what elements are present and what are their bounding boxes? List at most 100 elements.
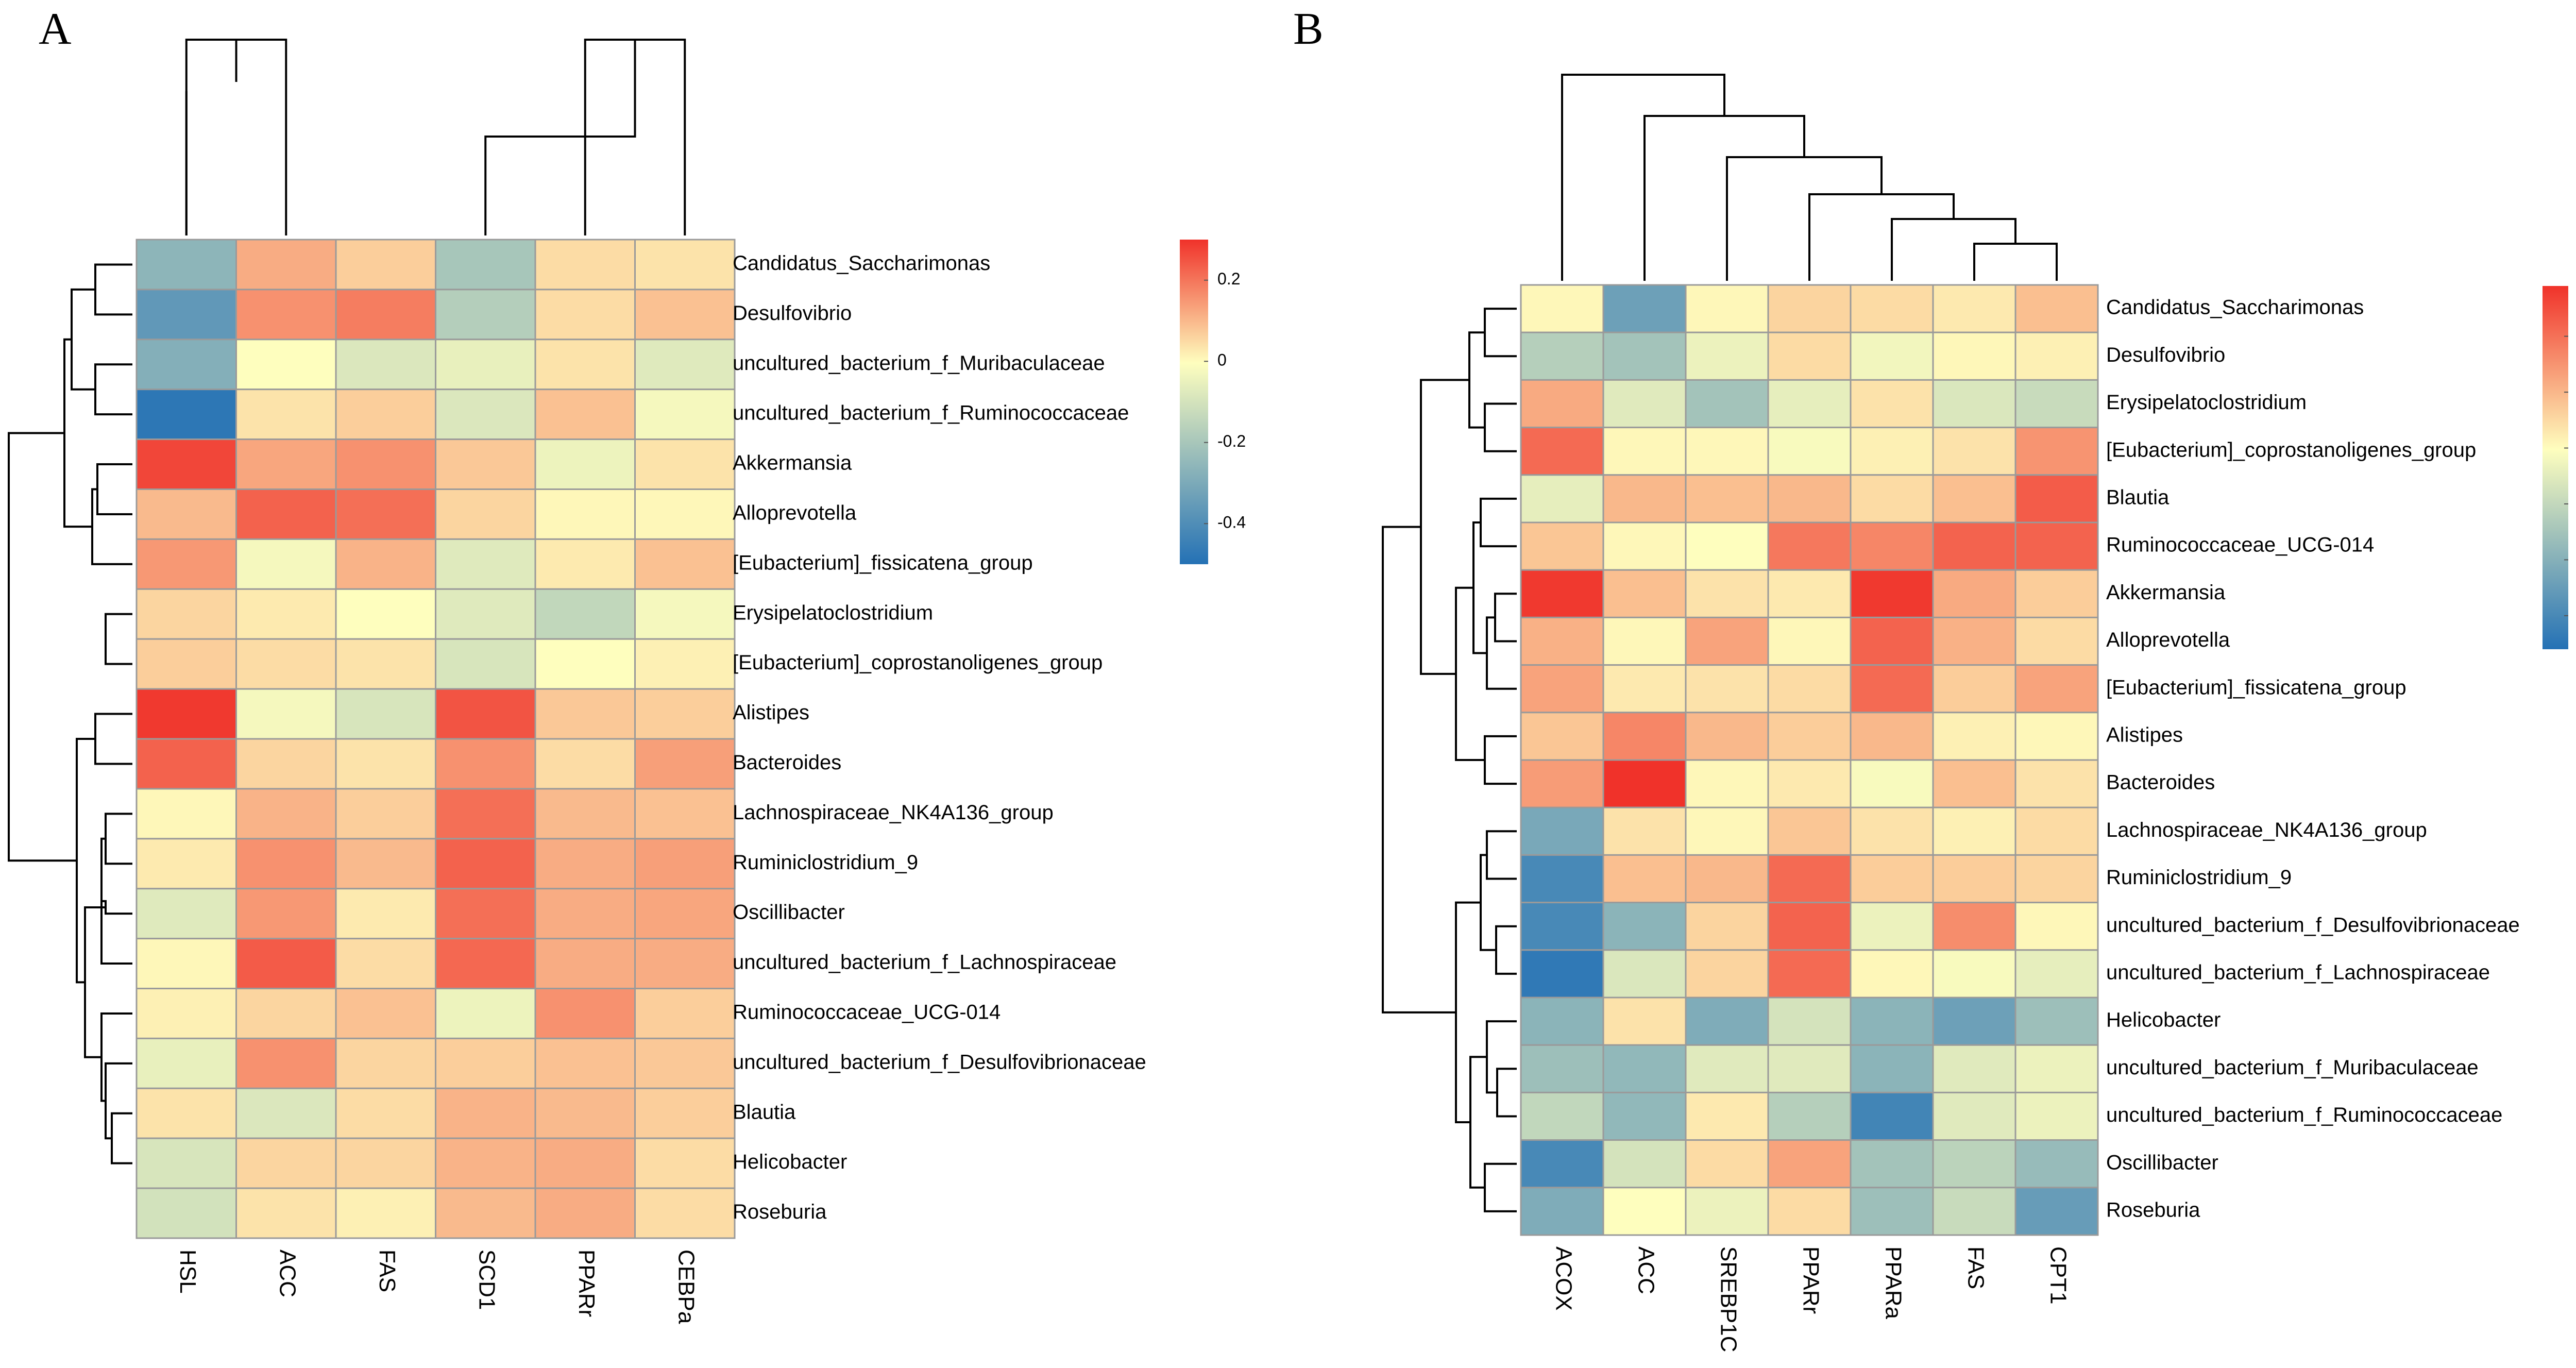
column-labels-b: ACOX ACC SREBP1C PPARr PPARa FAS CPT1 <box>1551 1246 2071 1352</box>
dendrogram-branch <box>484 40 636 235</box>
heatmap-cell <box>1767 1187 1852 1236</box>
heatmap-cell <box>1932 664 2016 714</box>
heatmap-cell <box>335 1187 436 1239</box>
heatmap-cell <box>2014 759 2099 808</box>
row-label: Blautia <box>733 1101 796 1123</box>
column-label: ACC <box>1633 1246 1658 1294</box>
heatmap-cell <box>435 688 536 740</box>
heatmap-cell <box>1932 379 2016 429</box>
heatmap-cell <box>1767 1139 1852 1189</box>
heatmap-cell <box>2014 331 2099 381</box>
row-label: Oscillibacter <box>2106 1151 2218 1174</box>
heatmap-cell <box>135 339 237 391</box>
dendrogram-branch <box>105 1062 132 1140</box>
dendrogram-branch <box>1496 1068 1517 1118</box>
heatmap-cell <box>1850 1044 1934 1093</box>
heatmap-cell <box>2014 569 2099 618</box>
heatmap-cell <box>1520 1139 1604 1189</box>
heatmap-cell <box>534 938 636 989</box>
column-label: PPARa <box>1880 1246 1906 1320</box>
heatmap-cell <box>1602 997 1687 1046</box>
heatmap-cell <box>2014 1091 2099 1141</box>
heatmap-cell <box>1767 284 1852 333</box>
dendrogram-branch <box>1484 1162 1517 1212</box>
row-label: Blautia <box>2106 486 2170 509</box>
row-label: uncultured_bacterium_f_Muribaculaceae <box>2106 1056 2479 1079</box>
heatmap-cell <box>2014 806 2099 856</box>
heatmap-cell <box>2014 1139 2099 1189</box>
heatmap-cell <box>435 438 536 490</box>
heatmap-cell <box>1767 949 1852 999</box>
row-label: Candidatus_Saccharimonas <box>733 252 990 275</box>
heatmap-cell <box>335 838 436 890</box>
row-label: Alloprevotella <box>733 502 857 525</box>
heatmap-cell <box>235 239 337 291</box>
heatmap-cell <box>335 538 436 590</box>
heatmap-cell <box>135 938 237 989</box>
heatmap-cell <box>235 438 337 490</box>
heatmap-cell <box>135 1137 237 1189</box>
heatmap-cell <box>1685 379 1769 429</box>
heatmap-cell <box>1767 474 1852 523</box>
column-labels-a: HSL ACC FAS SCD1 PPARr CEBPa <box>175 1249 699 1324</box>
row-labels-a: Candidatus_Saccharimonas Desulfovibrio unc… <box>733 252 1146 1223</box>
heatmap-cell <box>534 1037 636 1089</box>
heatmap-cell <box>1520 806 1604 856</box>
heatmap-cell <box>1685 806 1769 856</box>
heatmap-cell <box>235 1087 337 1139</box>
row-label: uncultured_bacterium_f_Ruminococcaceae <box>733 402 1129 425</box>
heatmap-cell <box>1850 331 1934 381</box>
heatmap-cell <box>1520 331 1604 381</box>
row-label: [Eubacterium]_fissicatena_group <box>733 551 1033 574</box>
heatmap-cell <box>135 788 237 840</box>
color-bar-tick-label: 0 <box>1217 351 1227 369</box>
row-label: Akkermansia <box>2106 581 2226 604</box>
color-legend-a: 0.2 0 -0.2 -0.4 <box>1180 240 1246 564</box>
heatmap-cell <box>1850 379 1934 429</box>
heatmap-cell <box>435 1037 536 1089</box>
row-label: [Eubacterium]_fissicatena_group <box>2106 676 2406 699</box>
heatmap-cell <box>2014 427 2099 476</box>
heatmap-cell <box>1767 854 1852 904</box>
heatmap-cell <box>235 788 337 840</box>
heatmap-cell <box>1520 474 1604 523</box>
row-label: uncultured_bacterium_f_Muribaculaceae <box>733 352 1105 375</box>
heatmap-cell <box>634 938 736 989</box>
heatmap-cell <box>1767 664 1852 714</box>
heatmap-cell <box>1520 712 1604 761</box>
dendrogram-branch <box>105 613 132 665</box>
heatmap-cell <box>1685 1091 1769 1141</box>
row-label: Helicobacter <box>733 1151 847 1173</box>
heatmap-cells-a <box>135 239 736 1239</box>
color-legend-b: 0.20.10-0.1-0.2-0.3 <box>2543 286 2568 649</box>
heatmap-cell <box>1520 997 1604 1046</box>
heatmap-cell <box>634 638 736 690</box>
heatmap-cell <box>1932 997 2016 1046</box>
dendrogram-branch <box>1480 854 1496 951</box>
column-label: SCD1 <box>474 1249 500 1310</box>
heatmap-cell <box>335 938 436 989</box>
dendrogram-branch <box>1808 193 1955 281</box>
heatmap-cell <box>634 788 736 840</box>
row-label: Alistipes <box>2106 723 2183 746</box>
heatmap-cell <box>534 988 636 1039</box>
heatmap-cell <box>534 588 636 640</box>
heatmap-cell <box>1767 1091 1852 1141</box>
heatmap-cell <box>1850 616 1934 666</box>
heatmap-cell <box>534 389 636 441</box>
heatmap-cell <box>634 588 736 640</box>
heatmap-cell <box>1685 1139 1769 1189</box>
row-label: Lachnospiraceae_NK4A136_group <box>2106 819 2427 841</box>
heatmap-cell <box>1685 284 1769 333</box>
heatmap-cell <box>634 488 736 540</box>
heatmap-cell <box>1850 949 1934 999</box>
heatmap-cell <box>135 488 237 540</box>
heatmap-cell <box>534 438 636 490</box>
dendrogram-branch <box>1891 218 2016 281</box>
heatmap-cell <box>135 438 237 490</box>
dendrogram-branch <box>1455 586 1485 761</box>
heatmap-cell <box>1932 1187 2016 1236</box>
row-label: Desulfovibrio <box>2106 344 2225 366</box>
heatmap-cell <box>1850 712 1934 761</box>
heatmap-cell <box>1685 1044 1769 1093</box>
